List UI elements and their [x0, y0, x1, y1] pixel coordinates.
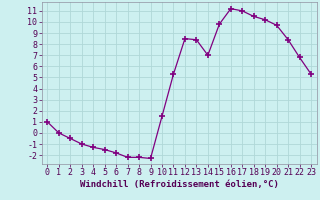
- X-axis label: Windchill (Refroidissement éolien,°C): Windchill (Refroidissement éolien,°C): [80, 180, 279, 189]
